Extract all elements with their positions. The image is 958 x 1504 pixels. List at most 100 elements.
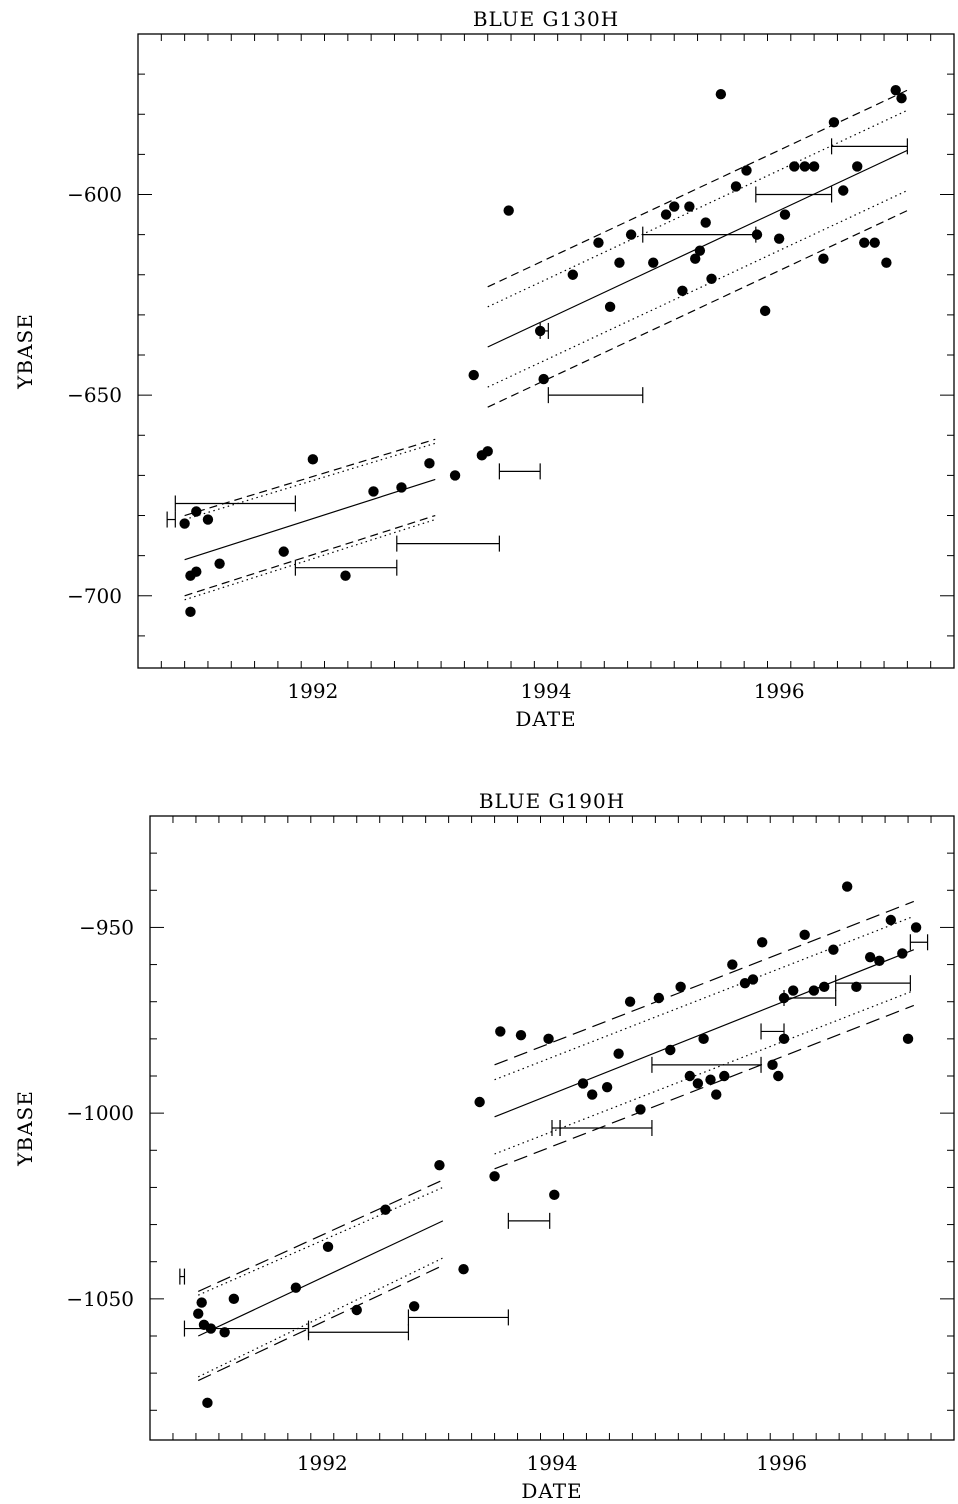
data-point [458, 1263, 469, 1275]
interval-bar [179, 1268, 186, 1285]
fit-line-dashed [494, 1004, 915, 1170]
data-point [179, 518, 190, 529]
x-axis-label: DATE [515, 707, 576, 731]
data-points [193, 881, 922, 1409]
data-point [739, 977, 751, 989]
data-point [434, 1159, 445, 1171]
y-tick-label: −650 [67, 383, 122, 407]
tick-labels: 1992 1994 1996 −600 −650 −700 [67, 183, 805, 703]
data-point [543, 1033, 554, 1045]
data-point [408, 1301, 420, 1312]
data-point [692, 1078, 704, 1089]
data-point [604, 301, 616, 313]
y-tick-label: −1050 [66, 1287, 134, 1311]
tick-labels: 1992 1994 1996 −950 −1000 −1050 [66, 915, 807, 1475]
data-point [779, 209, 791, 220]
data-point [896, 93, 907, 104]
data-point [191, 506, 202, 517]
interval-bar [174, 495, 296, 512]
data-point [660, 209, 672, 220]
data-point [773, 233, 785, 244]
interval-bar [507, 1212, 551, 1229]
y-axis-label: YBASE [13, 313, 37, 390]
data-point [635, 1104, 646, 1115]
data-point [601, 1081, 613, 1093]
data-point [751, 229, 763, 240]
chart-title: BLUE G190H [479, 789, 625, 813]
data-point [322, 1241, 334, 1253]
data-point [759, 305, 771, 317]
data-point [841, 881, 853, 892]
interval-bar [651, 1056, 762, 1073]
data-point [468, 369, 479, 381]
y-tick-label: −1000 [66, 1101, 134, 1125]
data-point [191, 566, 202, 577]
data-point [593, 237, 604, 248]
data-point [648, 257, 659, 268]
interval-bar [755, 186, 833, 203]
data-point [828, 117, 840, 128]
data-point [351, 1304, 362, 1316]
data-point [700, 217, 711, 228]
fit-line-dashed [197, 1179, 444, 1292]
y-axis-label: YBASE [13, 1090, 37, 1167]
data-point [396, 482, 407, 493]
fit-lines [197, 900, 915, 1382]
data-point [705, 1074, 716, 1085]
plot-frame [149, 815, 955, 1441]
data-point [380, 1204, 391, 1215]
data-point [715, 88, 727, 100]
data-point [756, 937, 768, 948]
data-point [885, 914, 897, 926]
data-point [202, 1397, 213, 1409]
data-point [711, 1089, 722, 1100]
fit-line-dotted [487, 189, 908, 388]
data-point [902, 1033, 914, 1045]
data-point [684, 201, 695, 212]
data-point [214, 558, 225, 569]
data-point [910, 922, 922, 933]
data-point [838, 185, 849, 196]
data-point [698, 1033, 709, 1045]
chart-panel-g130h: BLUE G130H DATE YBASE 1992 1994 1996 −600 −6… [13, 7, 955, 731]
fit-line-dotted [487, 109, 908, 308]
error-bars [166, 138, 908, 576]
data-point [665, 1044, 676, 1056]
chart-title: BLUE G130H [473, 7, 619, 31]
interval-bar [830, 138, 908, 155]
data-point [819, 981, 830, 993]
interval-bar [547, 387, 644, 404]
data-point [741, 165, 752, 176]
data-point [278, 546, 289, 557]
data-point [449, 470, 461, 481]
data-point [677, 285, 688, 297]
x-tick-label: 1996 [756, 1451, 807, 1475]
y-tick-label: −600 [67, 183, 122, 207]
fit-line-dashed [197, 1264, 444, 1382]
tick-marks [138, 33, 955, 668]
x-axis-label: DATE [521, 1479, 582, 1503]
data-point [778, 1033, 790, 1045]
fit-line-dashed [184, 438, 436, 517]
data-point [818, 253, 829, 264]
data-point [424, 458, 435, 469]
data-point [808, 985, 820, 996]
data-point [587, 1089, 598, 1100]
data-point [828, 944, 839, 955]
data-points [179, 84, 907, 618]
data-point [669, 201, 680, 212]
data-point [196, 1297, 207, 1308]
data-point [489, 1171, 500, 1182]
fit-line-dotted [197, 1257, 444, 1378]
data-point [495, 1026, 506, 1037]
fit-line-dashed [487, 210, 908, 408]
data-point [727, 959, 738, 970]
interval-bar [551, 1120, 561, 1136]
data-point [897, 948, 908, 959]
interval-bar [307, 1324, 410, 1341]
data-point [205, 1323, 217, 1334]
data-point [340, 570, 351, 581]
data-point [193, 1308, 204, 1319]
interval-bar [294, 559, 398, 576]
